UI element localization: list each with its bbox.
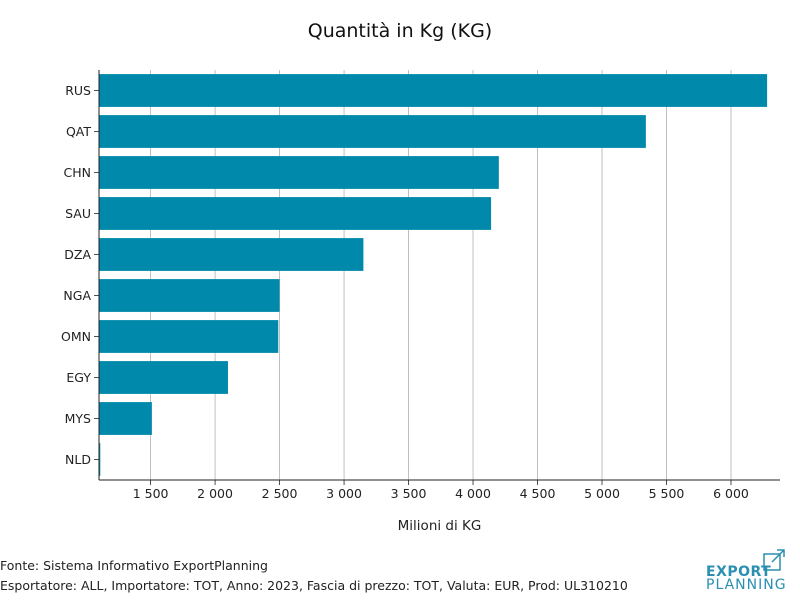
x-tick-label: 1 500	[133, 486, 169, 501]
x-tick-label: 3 000	[326, 486, 362, 501]
x-tick-label: 2 500	[262, 486, 298, 501]
x-tick-label: 3 500	[391, 486, 427, 501]
y-tick-label: SAU	[65, 206, 91, 221]
bar	[99, 197, 492, 230]
bar	[99, 361, 228, 394]
y-tick-label: NGA	[63, 288, 91, 303]
y-tick-label: DZA	[64, 247, 91, 262]
y-tick-label: CHN	[64, 165, 91, 180]
x-tick-label: 2 000	[197, 486, 233, 501]
bar	[99, 115, 646, 148]
x-axis-label: Milioni di KG	[398, 518, 482, 534]
logo-text-planning: PLANNING	[706, 577, 787, 593]
bar	[99, 238, 364, 271]
logo-text-export: EXPORT	[706, 564, 772, 580]
chart-title: Quantità in Kg (KG)	[307, 20, 493, 42]
bar	[99, 279, 280, 312]
bar	[99, 320, 279, 353]
footer-source: Fonte: Sistema Informativo ExportPlannin…	[0, 558, 268, 573]
y-tick-label: MYS	[65, 411, 91, 426]
exportplanning-logo: EXPORT PLANNING	[704, 546, 796, 594]
x-tick-label: 4 500	[520, 486, 556, 501]
y-tick-label: QAT	[66, 124, 91, 139]
bar	[99, 156, 499, 189]
x-tick-label: 6 000	[713, 486, 749, 501]
bar	[99, 74, 768, 107]
y-tick-label: OMN	[61, 329, 91, 344]
logo-mark-icon	[763, 549, 785, 571]
y-tick-label: EGY	[66, 370, 91, 385]
x-tick-label: 5 000	[584, 486, 620, 501]
y-tick-label: RUS	[65, 83, 91, 98]
x-tick-label: 4 000	[455, 486, 491, 501]
footer-details: Esportatore: ALL, Importatore: TOT, Anno…	[0, 578, 628, 593]
bar	[99, 443, 101, 476]
bar	[99, 402, 152, 435]
x-tick-label: 5 500	[649, 486, 685, 501]
y-tick-label: NLD	[65, 452, 91, 467]
